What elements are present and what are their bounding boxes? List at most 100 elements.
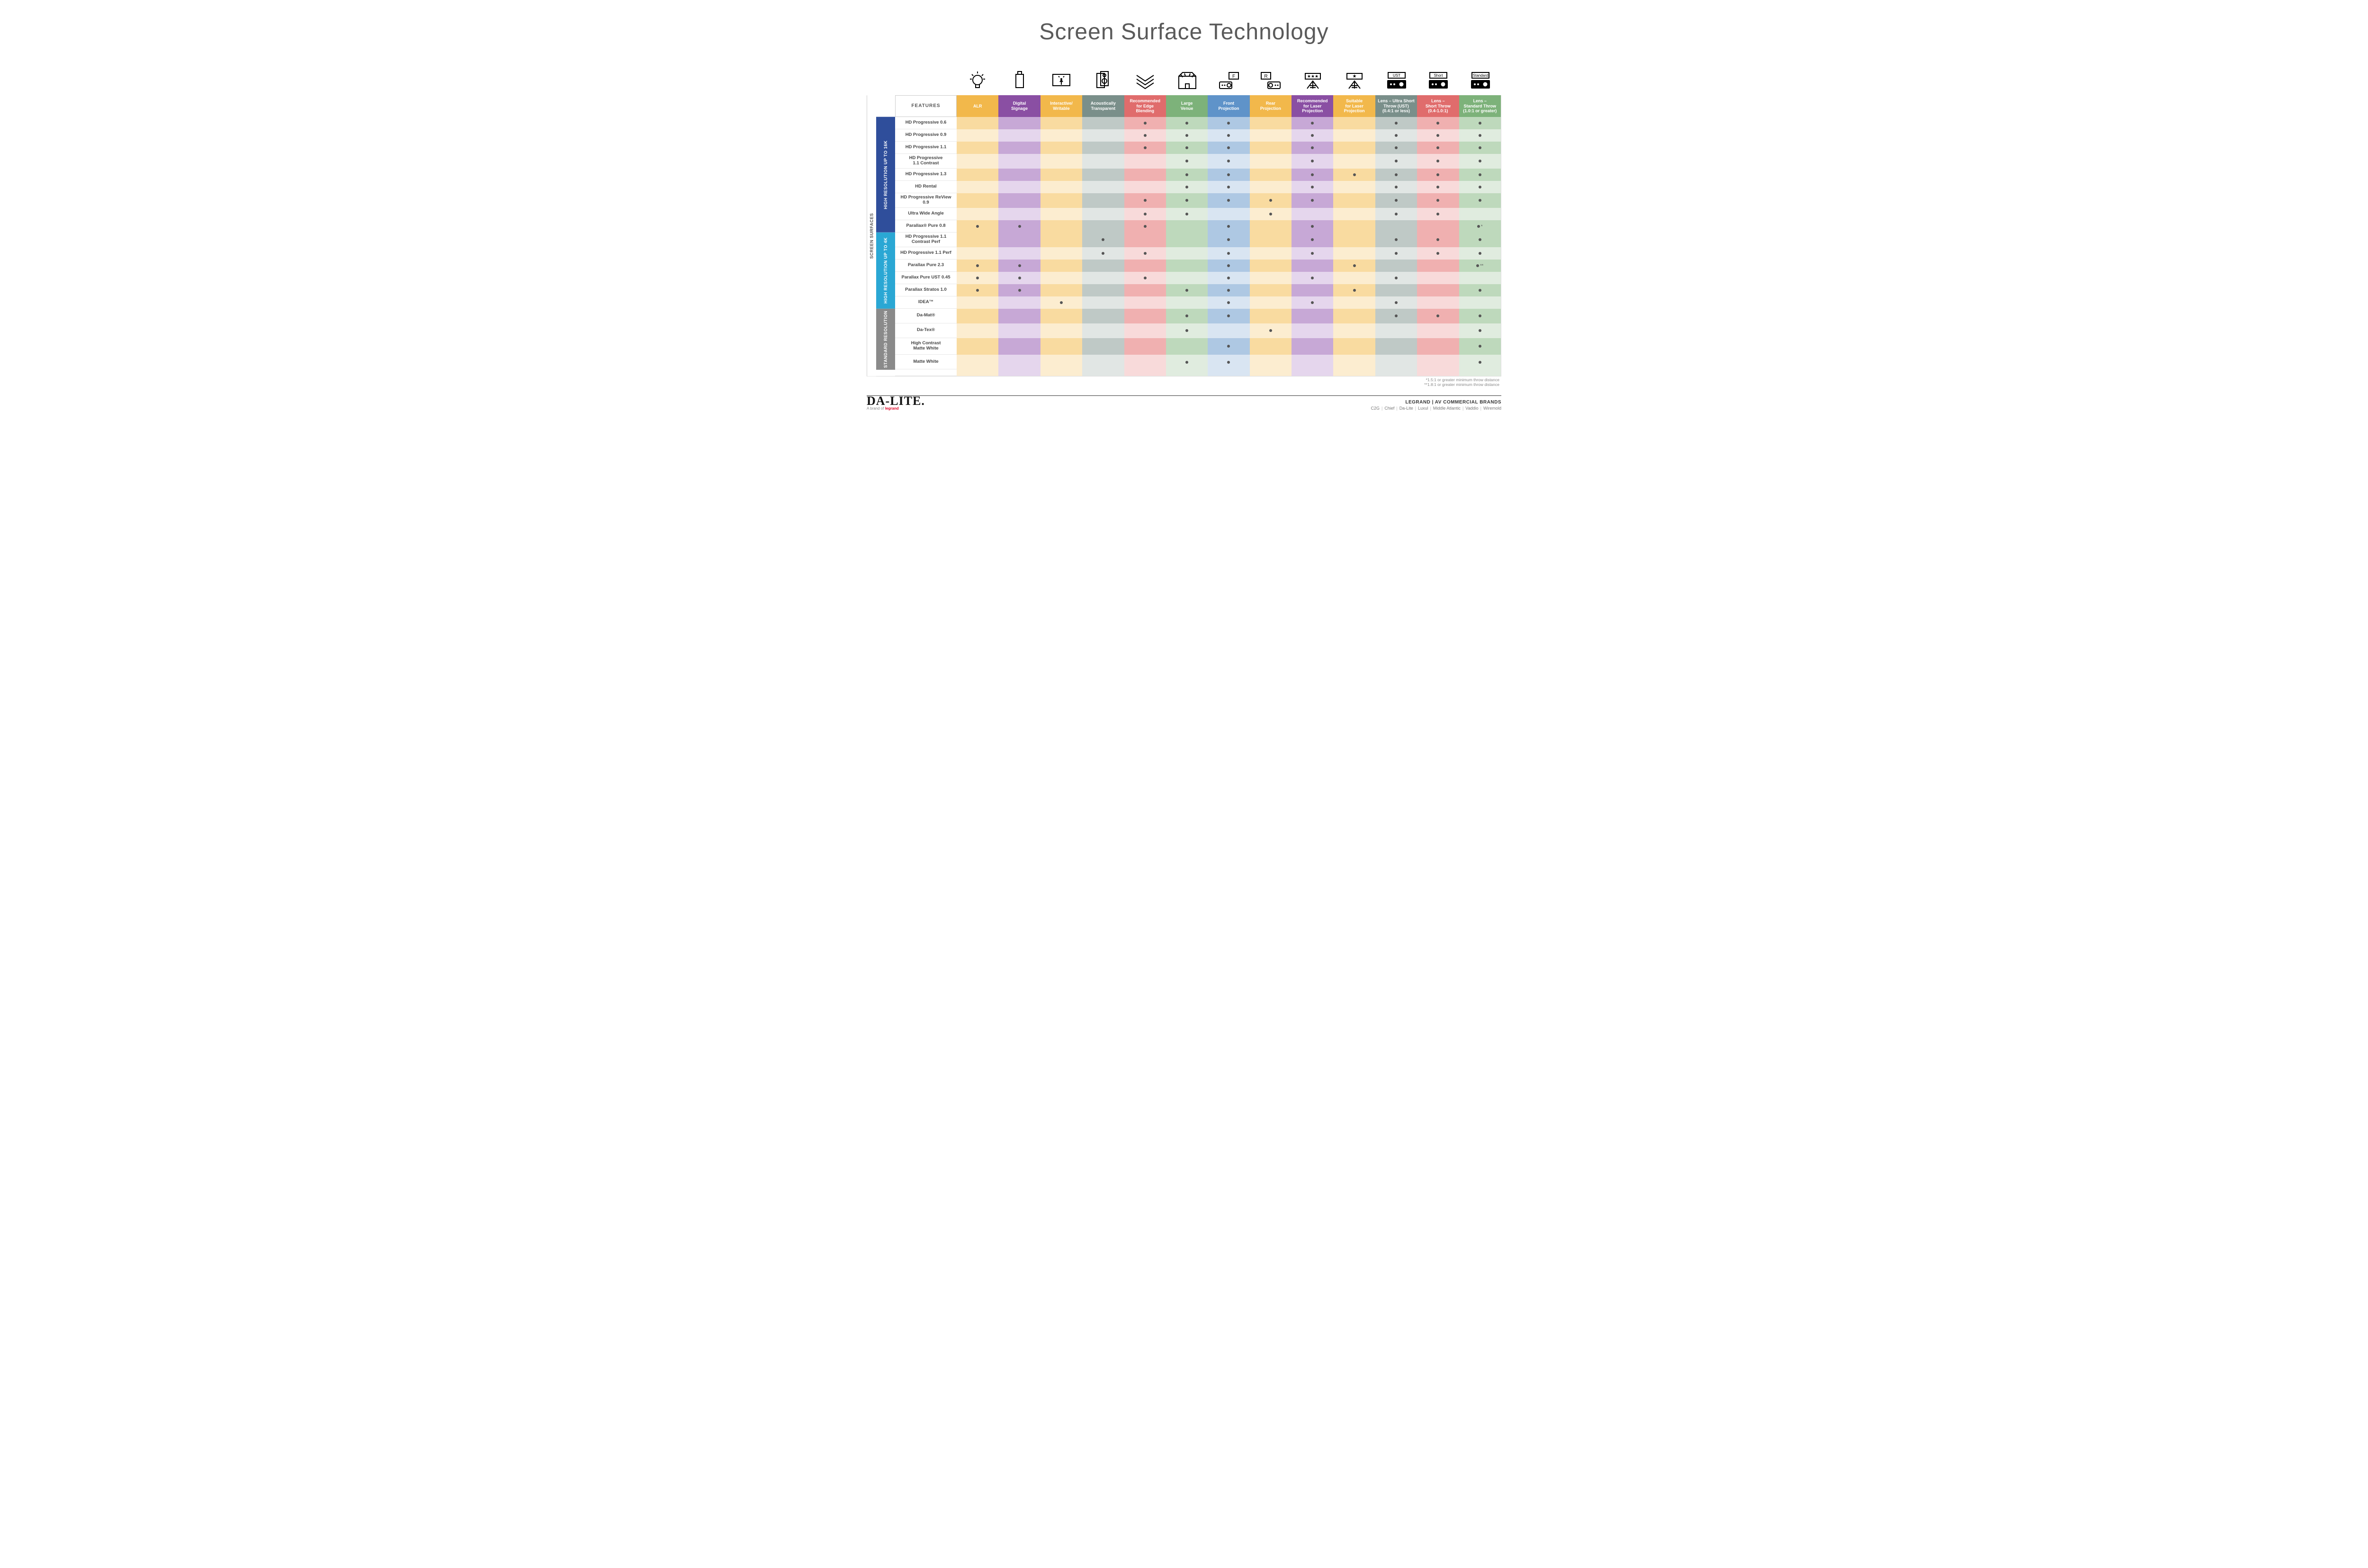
cell	[1166, 260, 1208, 272]
cell	[998, 260, 1040, 272]
cell	[1208, 154, 1249, 169]
cell	[1082, 338, 1124, 355]
cell	[1082, 284, 1124, 296]
cell	[1417, 260, 1459, 272]
large-icon	[1166, 59, 1208, 92]
cell	[1124, 323, 1166, 338]
cell	[1333, 129, 1375, 142]
cell	[1250, 220, 1292, 233]
cell	[957, 272, 998, 284]
row-label: Da-Mat®	[895, 309, 957, 323]
cell	[1208, 181, 1249, 193]
brand-right-line2: C2G|Chief|Da-Lite|Luxul|Middle Atlantic|…	[1371, 406, 1501, 411]
cell	[1082, 355, 1124, 369]
cell	[1250, 355, 1292, 369]
row-label: HD Progressive 1.1	[895, 142, 957, 154]
cell	[1459, 193, 1501, 208]
cell	[957, 208, 998, 220]
brand-item: C2G	[1371, 406, 1380, 411]
side-label-outer: SCREEN SURFACES	[867, 95, 876, 376]
cell	[1417, 233, 1459, 247]
cell	[1124, 284, 1166, 296]
cell	[1082, 181, 1124, 193]
brand-footer: DA-LITE. A brand of legrand LEGRAND | AV…	[867, 395, 1501, 411]
cell	[1333, 247, 1375, 260]
cell	[1124, 169, 1166, 181]
cell	[1417, 247, 1459, 260]
brand-left: DA-LITE. A brand of legrand	[867, 396, 925, 411]
group-label-std: STANDARD RESOLUTION	[876, 309, 895, 370]
cell	[998, 154, 1040, 169]
cell	[1124, 296, 1166, 309]
cell	[1124, 355, 1166, 369]
features-header: FEATURES	[895, 95, 957, 117]
cell	[1208, 296, 1249, 309]
cell	[1333, 181, 1375, 193]
cell	[1166, 233, 1208, 247]
cell	[1208, 323, 1249, 338]
cell	[1082, 323, 1124, 338]
cell	[1208, 272, 1249, 284]
svg-text:Short: Short	[1434, 73, 1444, 78]
cell	[1417, 117, 1459, 129]
cell	[1040, 117, 1082, 129]
cell	[1208, 169, 1249, 181]
cell	[1333, 117, 1375, 129]
cell	[1124, 338, 1166, 355]
cell	[957, 193, 998, 208]
cell	[1208, 208, 1249, 220]
cell	[1040, 284, 1082, 296]
cell	[1166, 220, 1208, 233]
rear-icon: R	[1250, 59, 1292, 92]
cell	[1333, 309, 1375, 323]
cell	[1459, 309, 1501, 323]
cell	[1040, 272, 1082, 284]
cell	[957, 181, 998, 193]
cell	[1250, 309, 1292, 323]
cell	[1292, 247, 1333, 260]
cell	[1250, 323, 1292, 338]
cell: **	[1459, 260, 1501, 272]
cell	[1292, 169, 1333, 181]
cell	[1040, 323, 1082, 338]
cell	[1333, 193, 1375, 208]
cell	[1208, 117, 1249, 129]
row-label: HD Progressive 0.6	[895, 117, 957, 129]
cell	[1082, 247, 1124, 260]
cell	[1417, 193, 1459, 208]
cell	[1124, 247, 1166, 260]
row-label: Ultra Wide Angle	[895, 208, 957, 220]
cell	[1166, 355, 1208, 369]
row-label: HD Progressive 1.1Contrast Perf	[895, 233, 957, 247]
cell	[1292, 284, 1333, 296]
cell	[1166, 117, 1208, 129]
cell	[1208, 260, 1249, 272]
cell	[1040, 193, 1082, 208]
cell	[1459, 142, 1501, 154]
cell	[1333, 154, 1375, 169]
col-header-suit_laser: Suitablefor LaserProjection	[1333, 95, 1375, 117]
col-header-front: FrontProjection	[1208, 95, 1249, 117]
rec_laser-icon: ★★★	[1292, 59, 1334, 92]
col-header-rec_laser: Recommendedfor LaserProjection	[1292, 95, 1333, 117]
col-header-acoustic: AcousticallyTransparent	[1082, 95, 1124, 117]
cell	[998, 181, 1040, 193]
cell	[1040, 169, 1082, 181]
col-header-short: Lens –Short Throw(0.4-1.0:1)	[1417, 95, 1459, 117]
svg-text:F: F	[1232, 74, 1235, 79]
cell	[1040, 142, 1082, 154]
cell	[1417, 323, 1459, 338]
cell	[1250, 284, 1292, 296]
cell	[1166, 272, 1208, 284]
cell	[1040, 233, 1082, 247]
cell	[1459, 169, 1501, 181]
cell	[1124, 129, 1166, 142]
cell	[1292, 260, 1333, 272]
cell	[1082, 142, 1124, 154]
cell	[998, 323, 1040, 338]
cell	[957, 309, 998, 323]
cell	[1375, 355, 1417, 369]
cell	[1166, 208, 1208, 220]
cell	[1459, 338, 1501, 355]
cell	[1333, 169, 1375, 181]
